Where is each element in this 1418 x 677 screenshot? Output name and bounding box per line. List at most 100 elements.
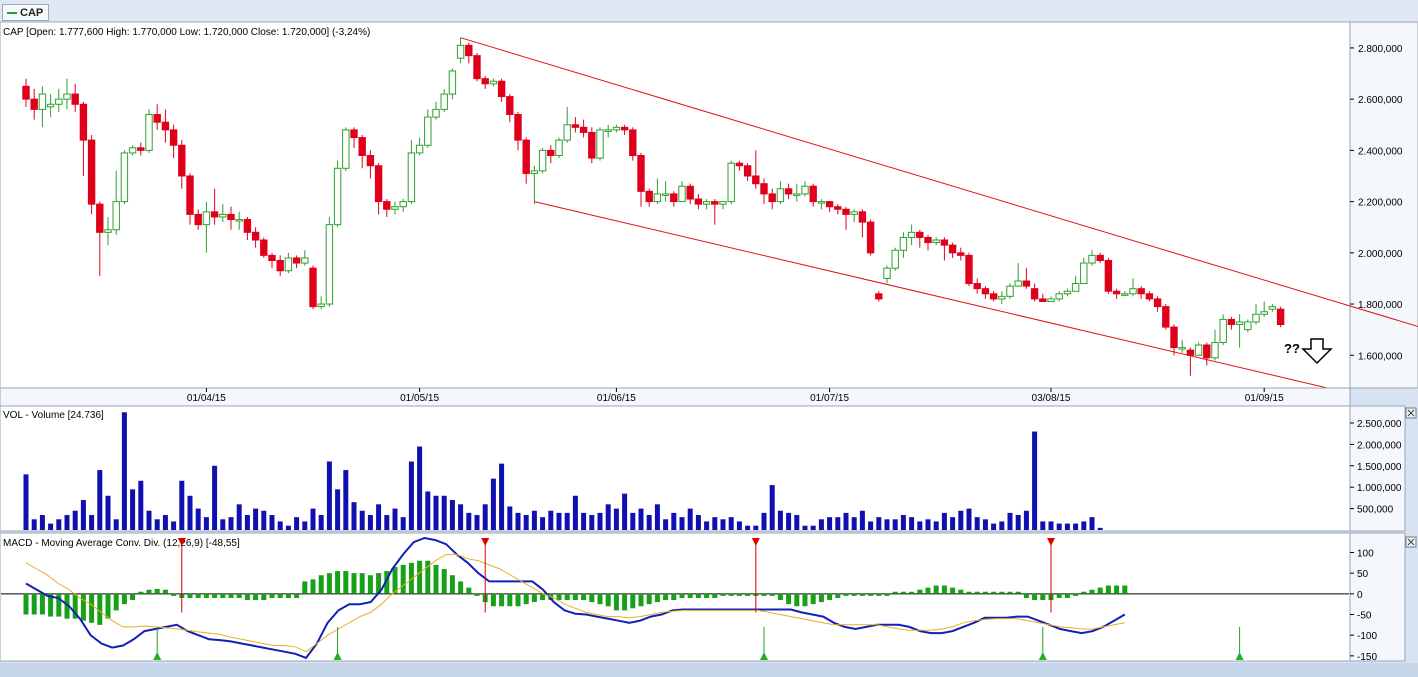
candle-up <box>235 219 243 222</box>
macd-histogram-bar <box>663 593 669 601</box>
volume-bar <box>351 502 357 530</box>
candle-down <box>637 154 645 192</box>
candle-up <box>317 303 325 308</box>
candle-up <box>653 193 662 203</box>
volume-bar <box>72 510 78 530</box>
date-tick-label: 01/06/15 <box>597 393 636 404</box>
candle-up <box>342 129 350 169</box>
macd-histogram-bar <box>794 593 800 607</box>
macd-axis <box>1349 532 1406 662</box>
macd-histogram-bar <box>712 593 718 598</box>
macd-histogram-bar <box>302 581 308 594</box>
volume-bar <box>556 512 562 530</box>
volume-bar <box>630 512 636 530</box>
scroll-strip[interactable] <box>0 663 1418 677</box>
volume-bar <box>671 512 677 530</box>
macd-histogram-bar <box>728 593 734 596</box>
macd-histogram-bar <box>138 591 144 594</box>
candle-up <box>801 185 809 195</box>
macd-histogram-bar <box>376 573 382 594</box>
candles <box>22 37 1285 376</box>
candle-up <box>1014 280 1022 287</box>
question-annotation: ?? <box>1284 341 1300 356</box>
macd-histogram-bar <box>507 593 513 607</box>
date-tick-label: 01/04/15 <box>187 393 226 404</box>
macd-histogram-bar <box>597 593 603 605</box>
macd-histogram-bar <box>162 589 168 594</box>
candle-up <box>38 93 47 110</box>
candle-down <box>194 213 202 226</box>
candle-down <box>137 147 145 151</box>
candle-up <box>1252 313 1260 323</box>
candle-down <box>1276 308 1285 326</box>
volume-bar <box>925 519 931 530</box>
candle-up <box>1055 293 1063 300</box>
volume-bar <box>991 523 997 530</box>
volume-y-tick-label: 1.500,000 <box>1357 462 1402 473</box>
volume-bar <box>917 521 923 530</box>
volume-bar <box>310 508 316 530</box>
volume-bar <box>408 461 414 530</box>
macd-plot <box>1 536 1349 660</box>
macd-histogram-bar <box>720 593 726 596</box>
macd-histogram-bar <box>441 569 447 594</box>
candle-down <box>973 283 981 290</box>
macd-histogram-bar <box>991 591 997 594</box>
macd-histogram-bar <box>1081 591 1087 594</box>
macd-histogram-bar <box>777 593 783 601</box>
macd-histogram-bar <box>400 564 406 594</box>
volume-bar <box>777 510 783 530</box>
candle-up <box>678 185 686 203</box>
macd-histogram-bar <box>900 591 906 594</box>
candle-up <box>1260 311 1268 315</box>
volume-bar <box>1048 521 1054 530</box>
candle-up <box>432 108 440 118</box>
volume-bar <box>745 525 751 530</box>
volume-bar <box>712 517 718 530</box>
volume-bar <box>851 517 857 530</box>
macd-histogram-bar <box>408 562 414 594</box>
price-y-tick-label: 1.600,000 <box>1358 351 1403 362</box>
macd-histogram-bar <box>581 593 587 601</box>
volume-bar <box>950 517 956 530</box>
macd-histogram-bar <box>261 593 267 601</box>
macd-histogram-bar <box>48 593 54 617</box>
volume-bar <box>31 519 37 530</box>
volume-bar <box>294 517 300 530</box>
macd-y-tick-label: 0 <box>1357 590 1363 601</box>
volume-bar <box>868 521 874 530</box>
candle-down <box>825 201 834 208</box>
volume-bar <box>80 500 86 530</box>
volume-y-tick-label: 2.000,000 <box>1357 440 1402 451</box>
macd-histogram-bar <box>671 593 677 601</box>
candle-down <box>981 288 990 295</box>
volume-bar <box>974 517 980 530</box>
sell-signal-arrow-icon <box>481 538 490 546</box>
macd-histogram-bar <box>253 593 259 601</box>
volume-bar <box>220 519 226 530</box>
macd-histogram-bar <box>187 593 193 598</box>
macd-histogram-bar <box>392 566 398 594</box>
volume-bar <box>1089 517 1095 530</box>
candle-up <box>1047 298 1055 302</box>
volume-bar <box>482 504 488 530</box>
volume-bar <box>1064 523 1070 530</box>
candle-down <box>752 175 760 185</box>
volume-bar <box>704 521 710 530</box>
date-tick-label: 01/09/15 <box>1245 393 1284 404</box>
candle-down <box>358 137 366 156</box>
candle-down <box>916 231 924 238</box>
volume-bar <box>540 517 546 530</box>
candle-down <box>178 144 186 177</box>
macd-histogram-bar <box>933 585 939 594</box>
macd-histogram-bar <box>417 560 423 594</box>
volume-bar <box>23 474 29 530</box>
volume-bar <box>818 519 824 530</box>
date-tick-label: 01/05/15 <box>400 393 439 404</box>
tab-cap[interactable]: CAP <box>2 4 50 21</box>
candle-up <box>128 147 137 154</box>
candle-up <box>1121 293 1129 296</box>
candle-up <box>563 124 571 141</box>
volume-bar <box>876 517 882 530</box>
macd-histogram-bar <box>277 593 283 598</box>
